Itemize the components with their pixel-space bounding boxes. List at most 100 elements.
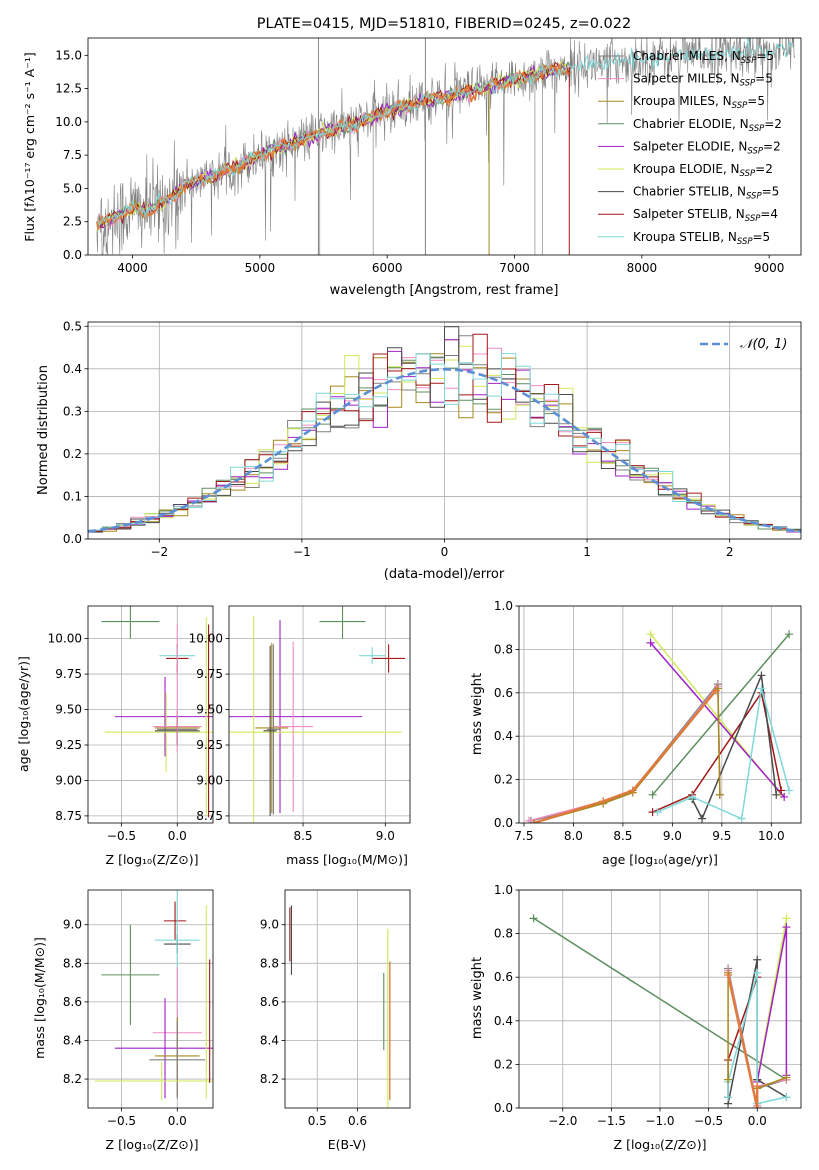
legend-entry: Kroupa MILES, NSSP=5 bbox=[633, 94, 765, 111]
weight-line-salpeter-stelib bbox=[652, 690, 782, 813]
axes-mass_vs_ebv: 0.5 0.6 8.2 8.4 8.6 8.8 9.0 E(B-V) bbox=[260, 889, 411, 1152]
y-tick-label: 0.4 bbox=[494, 1014, 513, 1028]
y-tick-label: 8.8 bbox=[63, 956, 82, 970]
x-axis-label: wavelength [Angstrom, rest frame] bbox=[330, 283, 559, 298]
weight-marker bbox=[777, 786, 786, 795]
x-tick-label: 8.5 bbox=[613, 829, 632, 843]
weight-line-chabrier-elodie bbox=[652, 633, 790, 796]
y-axis-label: mass weight bbox=[470, 957, 485, 1039]
y-tick-label: 8.2 bbox=[260, 1072, 279, 1086]
y-tick-label: 8.75 bbox=[55, 809, 82, 823]
y-tick-label: 8.6 bbox=[260, 995, 279, 1009]
y-tick-label: 0.0 bbox=[63, 248, 82, 262]
x-tick-label: 8.0 bbox=[564, 829, 583, 843]
x-tick-label: 4000 bbox=[117, 261, 148, 275]
x-tick-label: 0.0 bbox=[748, 1114, 767, 1128]
x-tick-label: 7.5 bbox=[514, 829, 533, 843]
y-tick-label: 0.6 bbox=[494, 686, 513, 700]
y-tick-label: 1.0 bbox=[494, 599, 513, 613]
x-tick-label: 9.5 bbox=[712, 829, 731, 843]
y-tick-label: 7.5 bbox=[63, 148, 82, 162]
x-tick-label: 9.0 bbox=[376, 829, 395, 843]
x-tick-label: 9.0 bbox=[663, 829, 682, 843]
plot-area-residuals bbox=[88, 326, 801, 535]
x-axis-label: E(B-V) bbox=[328, 1137, 367, 1152]
histogram-kroupa-stelib bbox=[88, 353, 801, 534]
x-tick-label: −2.0 bbox=[548, 1114, 577, 1128]
y-tick-label: 0.1 bbox=[63, 489, 82, 503]
y-tick-label: 8.75 bbox=[196, 809, 223, 823]
y-tick-label: 10.00 bbox=[48, 632, 82, 646]
x-tick-label: −2 bbox=[150, 545, 168, 559]
weight-marker bbox=[529, 914, 538, 923]
weight-marker bbox=[780, 792, 789, 801]
axes-frame bbox=[518, 889, 802, 1109]
legend-entry: Chabrier MILES, NSSP=5 bbox=[633, 49, 774, 66]
plot-area-age_vs_Z bbox=[101, 606, 213, 818]
model-spectrum-kroupa-stelib bbox=[96, 62, 571, 228]
y-axis-label: mass [log₁₀(M/M⊙)] bbox=[32, 937, 47, 1059]
y-tick-label: 5.0 bbox=[63, 181, 82, 195]
y-axis-label: Normed distribution bbox=[36, 365, 51, 495]
axes-frame bbox=[87, 889, 214, 1109]
legend-entry: Salpeter MILES, NSSP=5 bbox=[633, 72, 773, 89]
y-tick-label: 8.4 bbox=[63, 1033, 82, 1047]
y-tick-label: 0.0 bbox=[494, 1101, 513, 1115]
x-tick-label: 0.6 bbox=[348, 1114, 367, 1128]
weight-marker bbox=[688, 792, 697, 801]
y-tick-label: 9.75 bbox=[196, 667, 223, 681]
y-tick-label: 9.75 bbox=[55, 667, 82, 681]
y-tick-label: 0.8 bbox=[494, 927, 513, 941]
weight-marker bbox=[757, 684, 766, 693]
chart-title: PLATE=0415, MJD=51810, FIBERID=0245, z=0… bbox=[257, 16, 631, 32]
y-axis-label: age [log₁₀(age/yr)] bbox=[16, 656, 31, 772]
y-tick-label: 8.2 bbox=[63, 1072, 82, 1086]
weight-line-salpeter-elodie bbox=[650, 642, 785, 798]
y-tick-label: 15.0 bbox=[55, 48, 82, 62]
y-tick-label: 10.0 bbox=[55, 115, 82, 129]
weight-marker bbox=[698, 814, 707, 823]
plot-area-spectrum bbox=[96, 38, 795, 255]
legend-entry: Kroupa ELODIE, NSSP=2 bbox=[633, 162, 773, 179]
axes-frame bbox=[87, 605, 214, 824]
y-tick-label: 0.0 bbox=[63, 532, 82, 546]
weight-marker bbox=[757, 671, 766, 680]
y-tick-label: 0.5 bbox=[63, 319, 82, 333]
weight-marker bbox=[782, 1093, 791, 1102]
plot-area-mass_vs_Z bbox=[94, 890, 213, 1101]
model-spectrum-chabrier-elodie bbox=[96, 60, 571, 229]
x-tick-label: −1.0 bbox=[645, 1114, 674, 1128]
x-axis-label: Z [log₁₀(Z/Z⊙)] bbox=[106, 852, 199, 867]
weight-marker bbox=[724, 971, 733, 980]
weight-marker bbox=[529, 819, 538, 823]
weight-marker bbox=[753, 1104, 762, 1108]
y-tick-label: 2.5 bbox=[63, 215, 82, 229]
y-tick-label: 8.4 bbox=[260, 1033, 279, 1047]
weight-line-salpeter-miles bbox=[528, 684, 721, 822]
weight-marker bbox=[782, 1073, 791, 1082]
y-tick-label: 9.0 bbox=[260, 918, 279, 932]
weight-marker bbox=[753, 1082, 762, 1091]
weight-marker bbox=[653, 808, 662, 817]
legend-entry: Chabrier ELODIE, NSSP=2 bbox=[633, 117, 782, 134]
weight-marker bbox=[524, 816, 533, 823]
weight-marker bbox=[782, 914, 791, 923]
y-tick-label: 0.8 bbox=[494, 642, 513, 656]
x-tick-label: 2 bbox=[726, 545, 734, 559]
x-tick-label: 7000 bbox=[499, 261, 530, 275]
axes-age_vs_mass: 8.5 9.0 8.75 9.00 9.25 9.50 9.75 10.00 mass [log… bbox=[189, 605, 411, 867]
model-spectrum-kroupa-miles bbox=[96, 63, 571, 225]
x-tick-label: −0.5 bbox=[107, 1114, 136, 1128]
y-tick-label: 0.2 bbox=[494, 1057, 513, 1071]
y-axis-label: Flux [fλ10⁻¹⁷ erg cm⁻² s⁻¹ A⁻¹] bbox=[22, 52, 37, 241]
y-tick-label: 9.50 bbox=[55, 703, 82, 717]
legend-entry: Salpeter STELIB, NSSP=4 bbox=[633, 207, 778, 224]
weight-marker bbox=[737, 814, 746, 823]
weight-marker bbox=[753, 955, 762, 964]
weight-marker bbox=[753, 968, 762, 977]
axes-weight_vs_age: 7.5 8.0 8.5 9.0 9.5 10.0 0.0 0.2 0.4 0.6 0.8 1.0 age… bbox=[470, 599, 802, 867]
y-tick-label: 0.4 bbox=[63, 362, 82, 376]
y-tick-label: 0.2 bbox=[494, 773, 513, 787]
y-tick-label: 10.00 bbox=[189, 632, 223, 646]
